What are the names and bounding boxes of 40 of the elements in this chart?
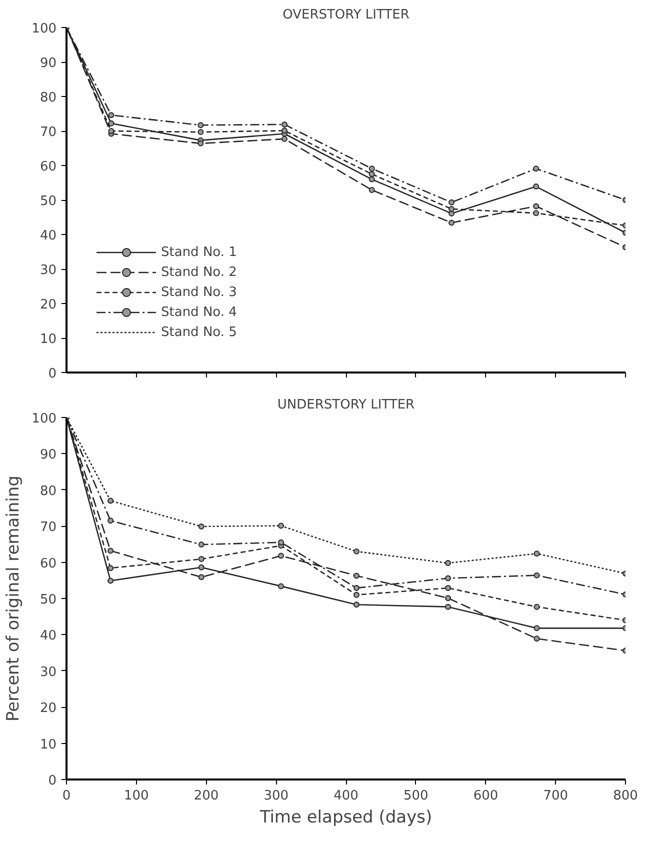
y-tick-label: 10 (40, 332, 57, 347)
y-tick-label: 70 (40, 125, 57, 140)
y-tick-label: 60 (40, 160, 57, 174)
y-tick-label: 40 (40, 228, 57, 244)
y-tick-label: 30 (40, 664, 57, 680)
x-tick-label: 200 (194, 788, 219, 804)
x-tick-label: 300 (264, 788, 289, 804)
y-tick-label: 20 (40, 298, 57, 312)
x-tick-label: 400 (334, 788, 358, 804)
legend-label: Stand No. 3 (161, 284, 237, 300)
legend-label: Stand No. 1 (161, 244, 237, 260)
x-axis-title: Time elapsed (days) (258, 808, 432, 828)
y-tick-label: 50 (40, 194, 57, 209)
x-tick-label: 0 (62, 788, 71, 804)
chart-title: OVERSTORY LITTER (282, 8, 410, 22)
y-tick-label: 90 (40, 56, 57, 71)
legend-label: Stand No. 2 (161, 264, 237, 280)
y-tick-label: 30 (40, 263, 57, 278)
y-tick-label: 100 (32, 22, 57, 36)
y-tick-label: 90 (40, 448, 57, 463)
y-tick-label: 0 (48, 774, 57, 788)
legend-label: Stand No. 5 (161, 324, 237, 340)
y-tick-label: 0 (48, 366, 57, 382)
y-tick-label: 70 (40, 520, 57, 536)
x-tick-label: 700 (543, 788, 568, 804)
x-tick-label: 800 (613, 788, 638, 804)
chart-title: UNDERSTORY LITTER (277, 398, 415, 412)
y-tick-label: 20 (40, 701, 57, 716)
legend-label: Stand No. 4 (161, 304, 237, 320)
x-tick-label: 600 (473, 788, 498, 804)
y-tick-label: 10 (40, 737, 57, 752)
y-tick-label: 80 (40, 484, 57, 499)
y-tick-label: 40 (40, 628, 57, 644)
y-tick-label: 80 (40, 90, 57, 106)
y-tick-label: 50 (40, 592, 57, 608)
x-tick-label: 500 (403, 788, 428, 804)
x-tick-label: 100 (124, 788, 149, 804)
y-axis-title: Percent of original remaining (4, 476, 24, 722)
y-tick-label: 100 (32, 412, 57, 426)
y-tick-label: 60 (40, 556, 57, 572)
